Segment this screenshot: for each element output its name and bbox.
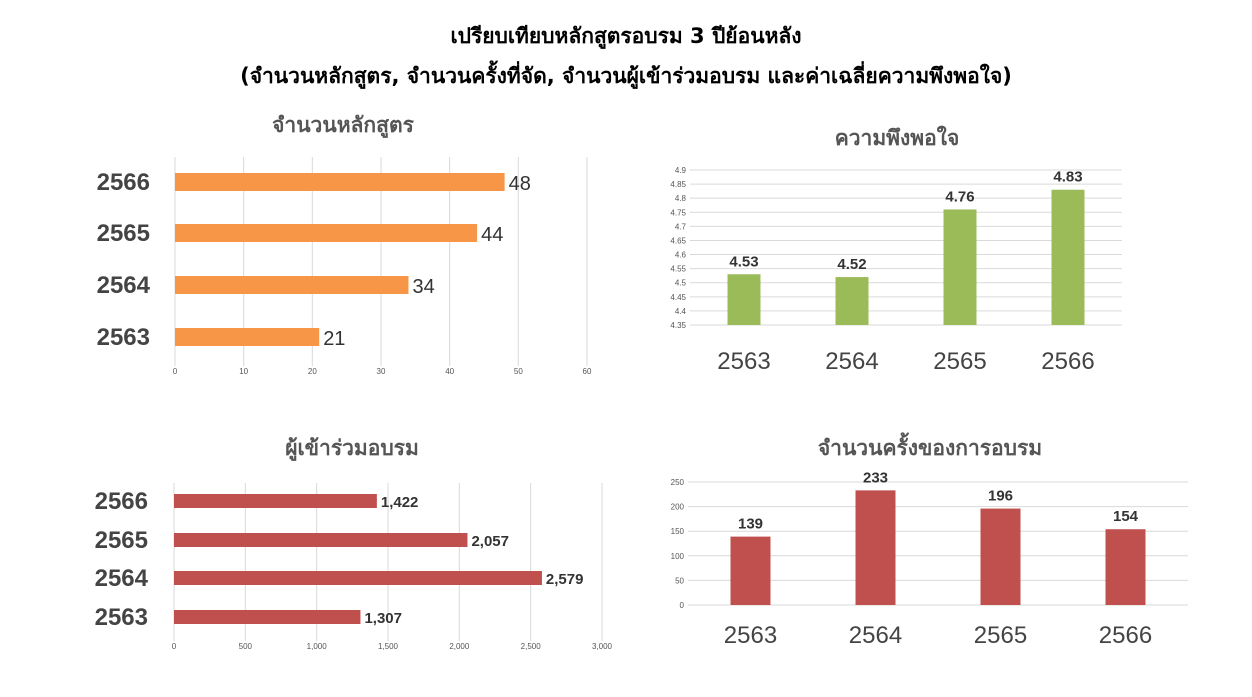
- courses-data-label: 44: [481, 224, 503, 246]
- courses-data-label: 21: [323, 328, 345, 350]
- participants-category-label: 2565: [95, 527, 148, 554]
- sessions-tick-label: 250: [671, 478, 685, 487]
- courses-category-label: 2565: [97, 220, 150, 247]
- participants-category-label: 2566: [95, 488, 148, 515]
- courses-tick-label: 10: [239, 367, 248, 376]
- courses-title: จำนวนหลักสูตร: [272, 113, 414, 139]
- satisfaction-tick-label: 4.8: [675, 194, 687, 203]
- courses-tick-label: 0: [173, 367, 178, 376]
- participants-data-label: 2,057: [471, 533, 509, 550]
- courses-tick-label: 60: [583, 367, 592, 376]
- satisfaction-tick-label: 4.45: [670, 293, 686, 302]
- sessions-data-label: 154: [1113, 508, 1139, 525]
- satisfaction-tick-label: 4.4: [675, 307, 687, 316]
- participants-tick-label: 3,000: [592, 642, 613, 651]
- sessions-tick-label: 150: [671, 527, 685, 536]
- sessions-category-label: 2564: [849, 622, 902, 649]
- courses-data-label: 48: [509, 173, 531, 195]
- participants-bar: [174, 610, 361, 624]
- satisfaction-category-label: 2566: [1041, 348, 1094, 375]
- courses-bar: [175, 328, 320, 346]
- sessions-bar: [980, 508, 1021, 605]
- satisfaction-bar: [1051, 189, 1085, 325]
- courses-category-label: 2566: [97, 169, 150, 196]
- courses-category-label: 2563: [97, 324, 150, 351]
- participants-category-label: 2564: [95, 565, 149, 592]
- sessions-bar: [730, 536, 771, 605]
- participants-tick-label: 2,000: [449, 642, 470, 651]
- sessions-bar: [1105, 529, 1146, 605]
- courses-category-label: 2564: [97, 272, 151, 299]
- satisfaction-tick-label: 4.55: [670, 265, 686, 274]
- participants-tick-label: 1,000: [307, 642, 328, 651]
- satisfaction-category-label: 2563: [717, 348, 770, 375]
- satisfaction-data-label: 4.53: [729, 253, 758, 270]
- sessions-data-label: 196: [988, 488, 1013, 505]
- satisfaction-bar: [943, 209, 977, 325]
- satisfaction-tick-label: 4.9: [675, 166, 687, 175]
- courses-tick-label: 50: [514, 367, 523, 376]
- participants-bar: [174, 533, 468, 547]
- participants-data-label: 1,422: [381, 494, 419, 511]
- satisfaction-category-label: 2564: [825, 348, 878, 375]
- participants-data-label: 1,307: [364, 610, 402, 627]
- sessions-title: จำนวนครั้งของการอบรม: [818, 432, 1042, 460]
- main-title: เปรียบเทียบหลักสูตรอบรม 3 ปีย้อนหลัง: [450, 24, 802, 48]
- sessions-data-label: 139: [738, 516, 763, 533]
- sessions-tick-label: 50: [675, 576, 684, 585]
- sessions-tick-label: 0: [680, 601, 685, 610]
- satisfaction-title: ความพึงพอใจ: [835, 125, 960, 150]
- sessions-tick-label: 100: [671, 552, 685, 561]
- satisfaction-tick-label: 4.75: [670, 208, 686, 217]
- courses-data-label: 34: [412, 276, 434, 298]
- sessions-category-label: 2565: [974, 622, 1027, 649]
- satisfaction-tick-label: 4.35: [670, 321, 686, 330]
- satisfaction-tick-label: 4.7: [675, 222, 687, 231]
- satisfaction-tick-label: 4.65: [670, 236, 686, 245]
- courses-bar: [175, 276, 409, 294]
- sessions-category-label: 2566: [1099, 622, 1152, 649]
- courses-tick-label: 30: [377, 367, 386, 376]
- courses-tick-label: 20: [308, 367, 317, 376]
- sessions-tick-label: 200: [671, 503, 685, 512]
- participants-data-label: 2,579: [546, 571, 584, 588]
- satisfaction-bar: [835, 277, 869, 325]
- satisfaction-data-label: 4.52: [837, 256, 866, 273]
- participants-tick-label: 0: [172, 642, 177, 651]
- participants-bar: [174, 494, 377, 508]
- participants-bar: [174, 571, 542, 585]
- participants-category-label: 2563: [95, 604, 148, 631]
- sessions-bar: [855, 490, 896, 605]
- participants-tick-label: 2,500: [521, 642, 542, 651]
- satisfaction-data-label: 4.83: [1053, 169, 1082, 186]
- sessions-category-label: 2563: [724, 622, 777, 649]
- satisfaction-tick-label: 4.5: [675, 279, 687, 288]
- satisfaction-tick-label: 4.85: [670, 180, 686, 189]
- participants-tick-label: 500: [239, 642, 253, 651]
- satisfaction-tick-label: 4.6: [675, 251, 687, 260]
- sessions-data-label: 233: [863, 469, 888, 486]
- satisfaction-bar: [727, 274, 761, 325]
- satisfaction-category-label: 2565: [933, 348, 986, 375]
- courses-tick-label: 40: [445, 367, 454, 376]
- satisfaction-data-label: 4.76: [945, 188, 974, 205]
- participants-title: ผู้เข้าร่วมอบรม: [285, 436, 419, 462]
- courses-bar: [175, 173, 505, 191]
- main-subtitle: (จำนวนหลักสูตร, จำนวนครั้งที่จัด, จำนวนผ…: [240, 64, 1012, 88]
- participants-tick-label: 1,500: [378, 642, 399, 651]
- courses-bar: [175, 224, 478, 242]
